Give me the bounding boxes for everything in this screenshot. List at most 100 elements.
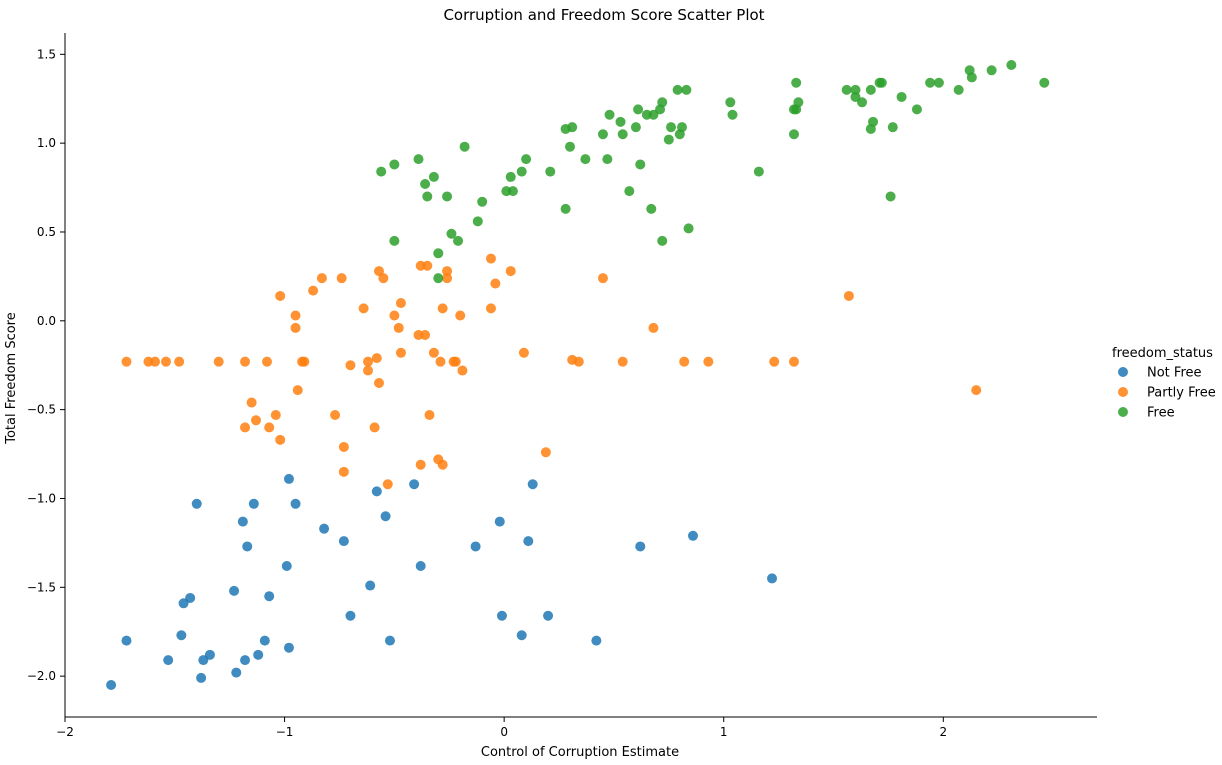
data-point [373,377,384,388]
data-point [384,635,395,646]
data-point [635,541,646,552]
data-point [788,356,799,367]
legend-marker [1118,387,1128,397]
data-point [121,356,132,367]
data-point [253,649,264,660]
y-tick-label: −2.0 [27,669,56,683]
data-point [633,104,644,115]
data-point [275,290,286,301]
data-point [841,84,852,95]
data-point [299,356,310,367]
data-point [237,516,248,527]
data-point [624,186,635,197]
data-point [496,610,507,621]
data-point [270,409,281,420]
data-point [567,122,578,133]
data-point [290,310,301,321]
data-point [428,347,439,358]
data-point [615,116,626,127]
data-point [657,235,668,246]
data-point [630,122,641,133]
data-point [442,266,453,277]
data-point [617,129,628,140]
data-point [262,356,273,367]
y-tick-label: 0.5 [37,225,56,239]
data-point [560,203,571,214]
data-point [617,356,628,367]
data-point [275,434,286,445]
data-point [229,585,240,596]
data-point [308,285,319,296]
x-tick-label: 1 [720,725,728,739]
data-point [507,186,518,197]
data-point [422,260,433,271]
y-tick-label: −1.0 [27,491,56,505]
data-point [687,530,698,541]
data-point [281,560,292,571]
legend-label: Free [1147,406,1175,421]
data-point [597,273,608,284]
legend-label: Not Free [1147,366,1202,381]
data-point [518,347,529,358]
data-point [485,303,496,314]
x-axis-title: Control of Corruption Estimate [481,745,679,760]
data-point [161,356,172,367]
data-point [185,592,196,603]
data-point [505,266,516,277]
data-point [490,278,501,289]
x-tick-label: −2 [56,725,74,739]
data-point [604,109,615,120]
data-point [191,498,202,509]
data-point [290,498,301,509]
data-point [174,356,185,367]
y-tick-label: −0.5 [27,403,56,417]
data-point [966,72,977,83]
series-partly-free [121,253,982,490]
data-point [635,159,646,170]
data-points [106,59,1050,691]
data-point [453,235,464,246]
data-point [437,459,448,470]
data-point [415,560,426,571]
data-point [472,216,483,227]
data-point [793,97,804,108]
data-point [433,248,444,259]
data-point [213,356,224,367]
data-point [681,84,692,95]
data-point [231,667,242,678]
data-point [485,253,496,264]
data-point [1039,77,1050,88]
data-point [415,459,426,470]
data-point [422,191,433,202]
y-axis-title: Total Freedom Score [4,312,19,445]
data-point [523,536,534,547]
data-point [363,365,374,376]
data-point [876,77,887,88]
data-point [933,77,944,88]
data-point [330,409,341,420]
data-point [727,109,738,120]
data-point [365,580,376,591]
data-point [543,610,554,621]
y-tick-label: 1.0 [37,136,56,150]
data-point [986,65,997,76]
data-point [850,84,861,95]
data-point [382,479,393,490]
data-point [338,441,349,452]
data-point [378,273,389,284]
data-point [885,191,896,202]
data-point [196,672,207,683]
axes: −2 −1 0 1 2 −2.0 −1.5 −1.0 −0.5 0.0 0.5 1.0 1.5 [27,33,1097,739]
data-point [545,166,556,177]
data-point [887,122,898,133]
data-point [683,223,694,234]
data-point [648,322,659,333]
legend-title: freedom_status [1112,346,1213,361]
data-point [666,122,677,133]
data-point [176,630,187,641]
data-point [868,116,879,127]
data-point [788,129,799,140]
y-tick-label: 1.5 [37,47,56,61]
